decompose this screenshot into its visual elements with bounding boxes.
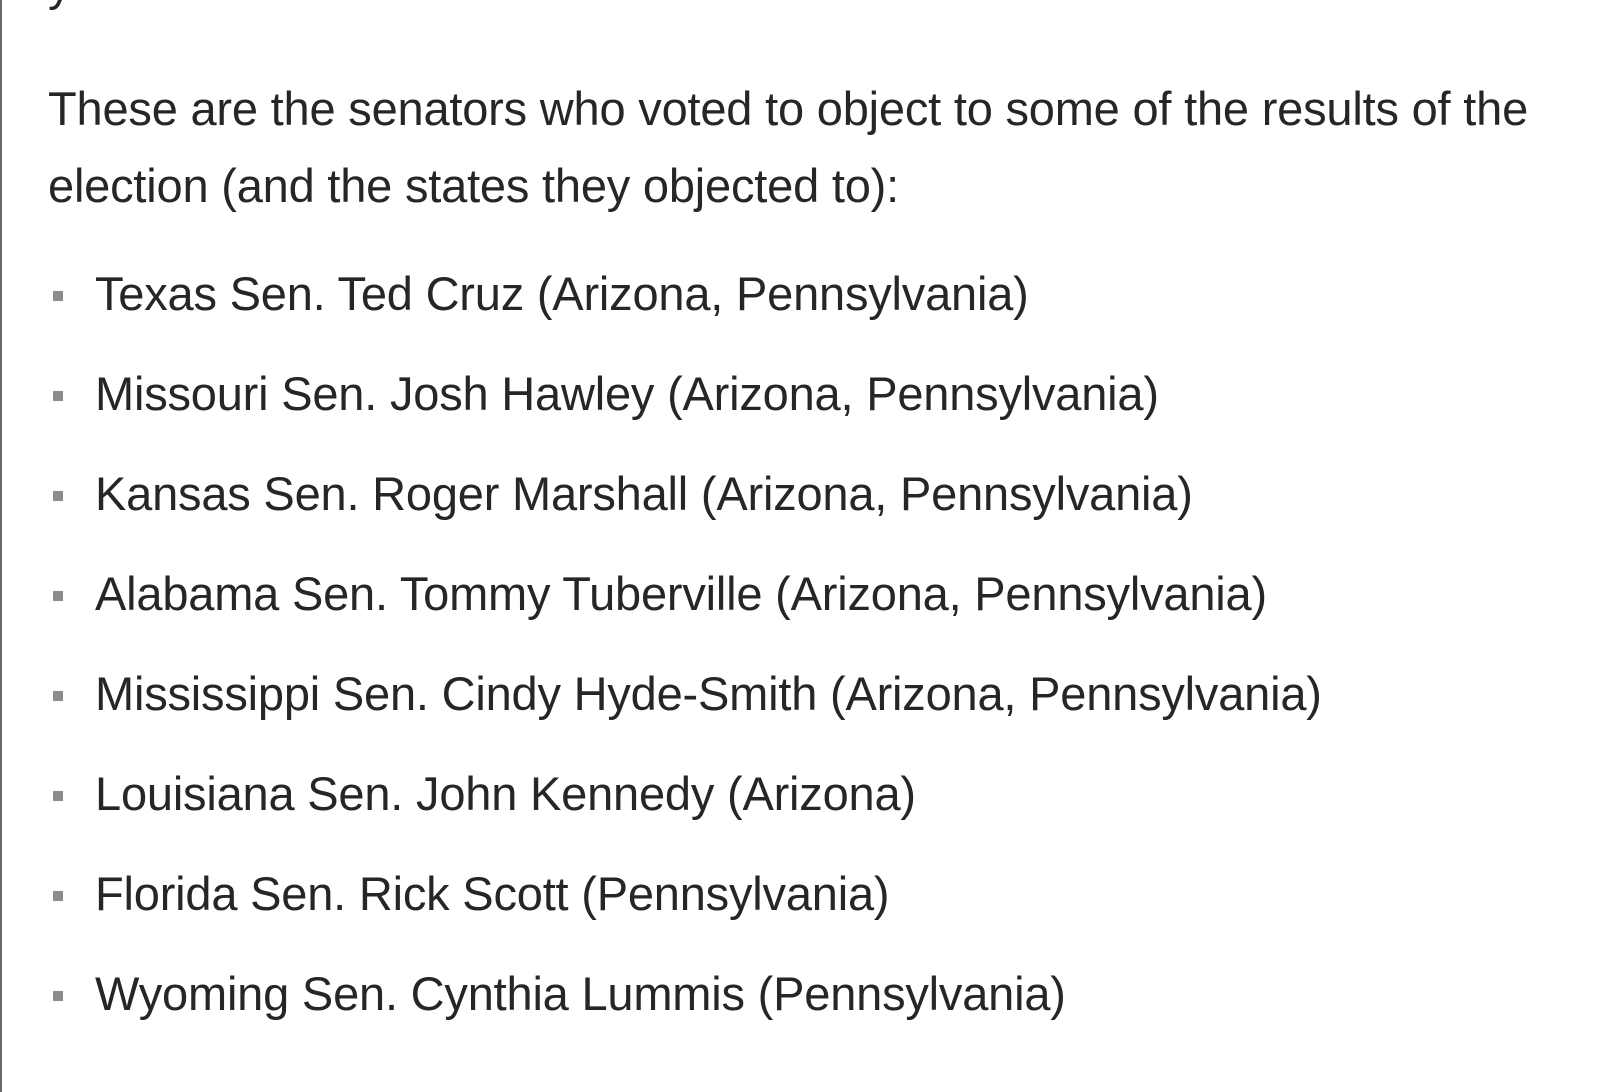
square-bullet-icon: [53, 791, 63, 801]
list-item: Missouri Sen. Josh Hawley (Arizona, Penn…: [48, 357, 1568, 457]
square-bullet-icon: [53, 691, 63, 701]
list-item-text: Missouri Sen. Josh Hawley (Arizona, Penn…: [95, 367, 1159, 420]
article-body: These are the senators who voted to obje…: [48, 70, 1568, 1057]
list-item: Mississippi Sen. Cindy Hyde-Smith (Arizo…: [48, 657, 1568, 757]
intro-paragraph: These are the senators who voted to obje…: [48, 82, 1529, 212]
list-item-text: Alabama Sen. Tommy Tuberville (Arizona, …: [95, 567, 1267, 620]
list-item: Alabama Sen. Tommy Tuberville (Arizona, …: [48, 557, 1568, 657]
list-item-text: Louisiana Sen. John Kennedy (Arizona): [95, 767, 916, 820]
list-item-text: Mississippi Sen. Cindy Hyde-Smith (Arizo…: [95, 667, 1322, 720]
list-item: Kansas Sen. Roger Marshall (Arizona, Pen…: [48, 457, 1568, 557]
previous-paragraph-fragment: y: [48, 0, 72, 8]
square-bullet-icon: [53, 891, 63, 901]
list-item-text: Kansas Sen. Roger Marshall (Arizona, Pen…: [95, 467, 1193, 520]
list-item: Texas Sen. Ted Cruz (Arizona, Pennsylvan…: [48, 257, 1568, 357]
square-bullet-icon: [53, 991, 63, 1001]
square-bullet-icon: [53, 291, 63, 301]
list-item: Louisiana Sen. John Kennedy (Arizona): [48, 757, 1568, 857]
list-item: Wyoming Sen. Cynthia Lummis (Pennsylvani…: [48, 957, 1568, 1057]
left-border: [0, 0, 2, 1092]
square-bullet-icon: [53, 391, 63, 401]
list-item-text: Wyoming Sen. Cynthia Lummis (Pennsylvani…: [95, 967, 1066, 1020]
senator-list: Texas Sen. Ted Cruz (Arizona, Pennsylvan…: [48, 257, 1568, 1057]
square-bullet-icon: [53, 591, 63, 601]
list-item-text: Florida Sen. Rick Scott (Pennsylvania): [95, 867, 890, 920]
square-bullet-icon: [53, 491, 63, 501]
list-item-text: Texas Sen. Ted Cruz (Arizona, Pennsylvan…: [95, 267, 1029, 320]
list-item: Florida Sen. Rick Scott (Pennsylvania): [48, 857, 1568, 957]
